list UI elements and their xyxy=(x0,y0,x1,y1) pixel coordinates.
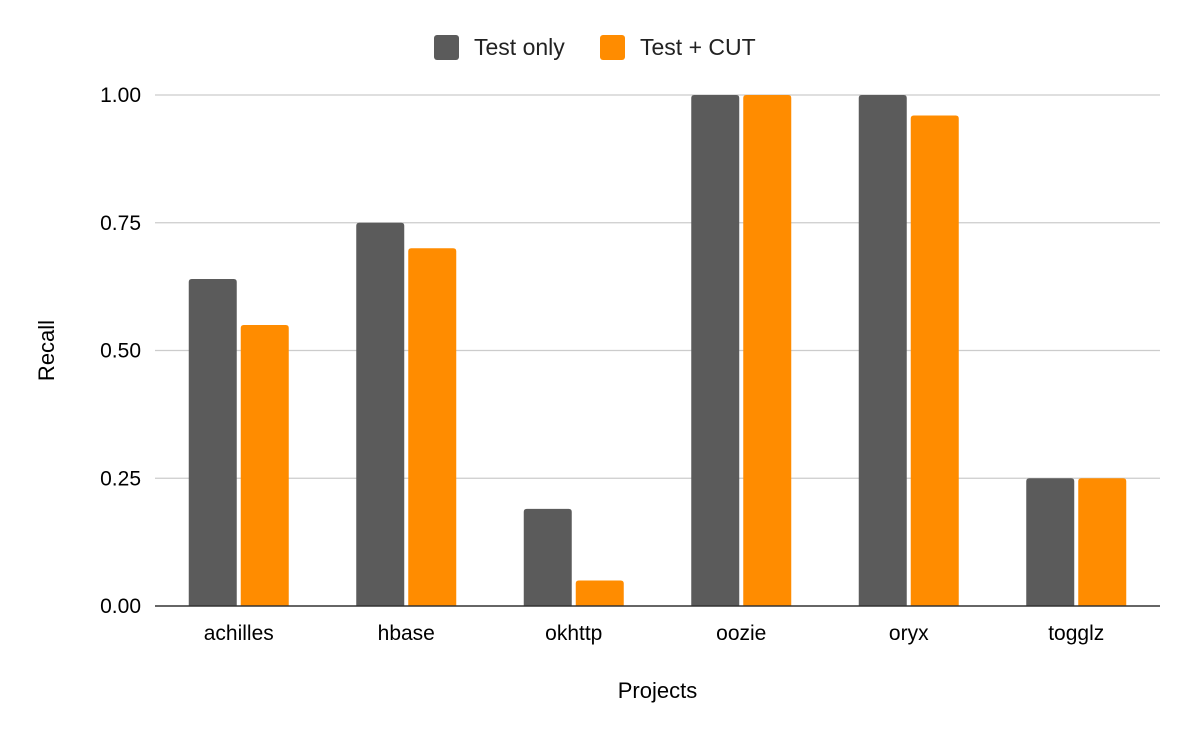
x-tick-label-oryx: oryx xyxy=(889,622,929,645)
bar-oryx-test-plus-cut xyxy=(910,115,959,606)
x-tick-label-oozie: oozie xyxy=(716,622,766,645)
bar-oryx-test-only xyxy=(858,95,907,606)
bar-oozie-test-only xyxy=(691,95,740,606)
bar-achilles-test-plus-cut xyxy=(240,324,289,606)
bar-togglz-test-only xyxy=(1026,478,1075,606)
x-axis-ticks: achilles hbase okhttp oozie oryx togglz xyxy=(204,622,1105,645)
y-tick-label: 0.00 xyxy=(100,595,141,618)
bar-okhttp-test-plus-cut xyxy=(575,580,624,606)
bar-hbase-test-plus-cut xyxy=(408,248,457,607)
legend-label-test-only: Test only xyxy=(474,34,565,60)
legend-label-test-plus-cut: Test + CUT xyxy=(640,34,756,60)
legend-swatch-test-plus-cut xyxy=(600,35,625,60)
y-tick-label: 0.75 xyxy=(100,212,141,235)
y-axis-ticks: 0.00 0.25 0.50 0.75 1.00 xyxy=(100,84,141,618)
bar-hbase-test-only xyxy=(356,222,405,606)
x-axis-title: Projects xyxy=(618,678,697,703)
x-tick-label-togglz: togglz xyxy=(1048,622,1104,645)
bar-achilles-test-only xyxy=(188,278,237,606)
y-tick-label: 0.25 xyxy=(100,467,141,490)
legend: Test only Test + CUT xyxy=(434,34,756,60)
x-tick-label-hbase: hbase xyxy=(378,622,435,645)
y-axis-title: Recall xyxy=(34,320,59,381)
x-tick-label-okhttp: okhttp xyxy=(545,622,602,645)
bar-okhttp-test-only xyxy=(523,508,572,606)
bars xyxy=(188,95,1127,607)
bar-togglz-test-plus-cut xyxy=(1078,478,1127,606)
x-tick-label-achilles: achilles xyxy=(204,622,274,645)
legend-swatch-test-only xyxy=(434,35,459,60)
gridlines xyxy=(155,94,1160,479)
bar-oozie-test-plus-cut xyxy=(743,95,792,606)
y-tick-label: 1.00 xyxy=(100,84,141,107)
y-tick-label: 0.50 xyxy=(100,340,141,363)
